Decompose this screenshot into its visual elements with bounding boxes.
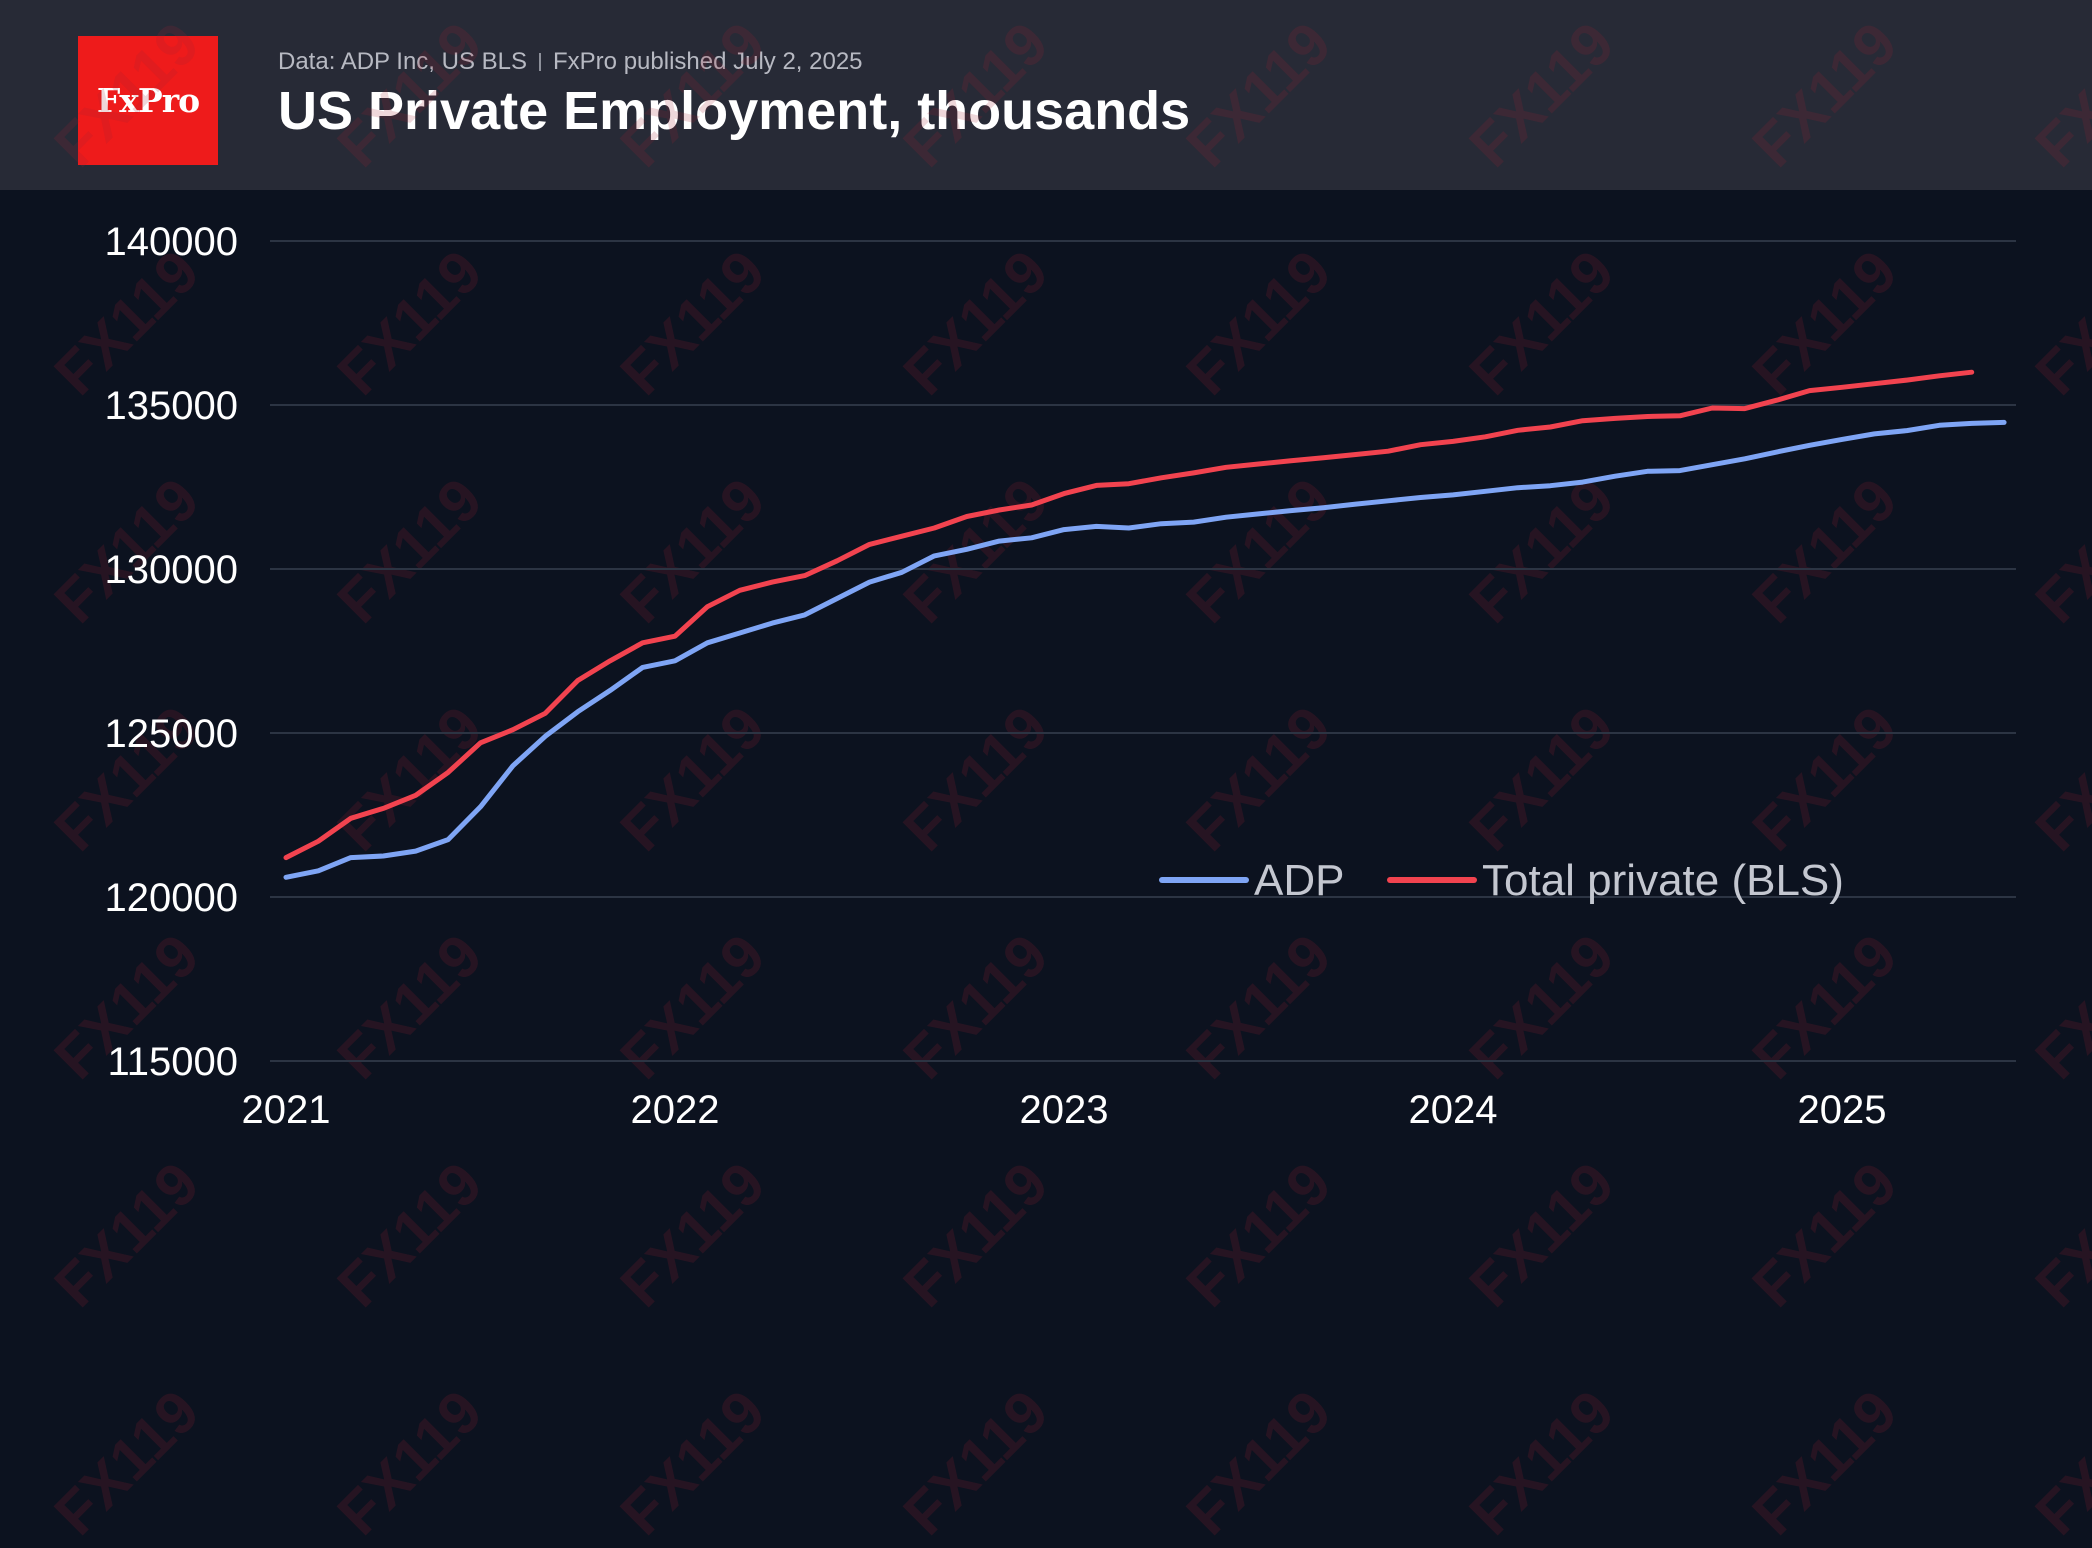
source-separator [539, 53, 542, 71]
legend-label: Total private (BLS) [1482, 856, 1844, 905]
x-axis-ticks: 2021 2022 2023 2024 2025 [242, 1088, 1887, 1132]
line-chart: 140000 135000 130000 125000 120000 115000 202… [105, 220, 2016, 1132]
y-tick-label: 130000 [105, 548, 238, 592]
fxpro-logo: FxPro [78, 36, 218, 165]
y-tick-label: 115000 [107, 1040, 238, 1084]
watermark: FX119 [1456, 1377, 1627, 1548]
y-tick-label: 140000 [105, 220, 238, 264]
legend-label: ADP [1254, 856, 1344, 905]
data-source-line: Data: ADP Inc, US BLS FxPro published Ju… [278, 48, 863, 76]
data-source-text: Data: ADP Inc, US BLS [278, 48, 528, 75]
series-line-adp [283, 419, 2007, 880]
header-bar: FxPro Data: ADP Inc, US BLS FxPro publis… [0, 0, 2092, 190]
watermark: FX119 [607, 1377, 778, 1548]
watermark: FX119 [1173, 1377, 1344, 1548]
watermark: FX119 [1739, 1377, 1910, 1548]
y-tick-label: 135000 [105, 384, 238, 428]
series-line-bls [283, 369, 1975, 861]
chart-title: US Private Employment, thousands [278, 81, 1191, 141]
watermark: FX119 [324, 1377, 495, 1548]
x-tick-label: 2022 [631, 1088, 720, 1132]
x-tick-label: 2025 [1798, 1088, 1887, 1132]
y-tick-label: 120000 [105, 876, 238, 920]
watermark: FX119 [2022, 1377, 2092, 1548]
y-tick-label: 125000 [105, 712, 238, 756]
series-lines [283, 369, 2007, 880]
grid-lines [270, 240, 2016, 1062]
y-axis-ticks: 140000 135000 130000 125000 120000 115000 [105, 220, 238, 1084]
legend: ADP Total private (BLS) [1159, 856, 1844, 905]
watermark: FX119 [41, 1377, 212, 1548]
x-tick-label: 2024 [1409, 1088, 1498, 1132]
publish-info-text: FxPro published July 2, 2025 [553, 48, 863, 75]
watermark: FX119 [890, 1377, 1061, 1548]
x-tick-label: 2021 [242, 1088, 331, 1132]
x-tick-label: 2023 [1020, 1088, 1109, 1132]
